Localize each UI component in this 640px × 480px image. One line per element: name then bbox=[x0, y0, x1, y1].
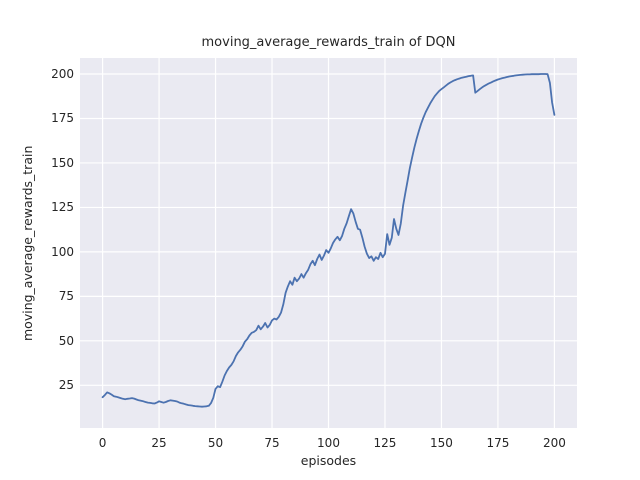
x-tick-label: 200 bbox=[542, 436, 566, 450]
x-tick-label: 150 bbox=[430, 436, 453, 450]
y-tick-label: 50 bbox=[58, 333, 74, 348]
chart-title: moving_average_rewards_train of DQN bbox=[201, 35, 456, 50]
y-tick-label: 175 bbox=[51, 111, 74, 126]
y-tick-label: 25 bbox=[58, 378, 74, 393]
x-tick-label: 0 bbox=[98, 436, 107, 450]
line-series-dqn bbox=[101, 73, 556, 408]
y-tick-label: 125 bbox=[51, 200, 74, 215]
x-tick-label: 50 bbox=[207, 436, 224, 450]
y-tick-label: 200 bbox=[51, 67, 74, 81]
x-tick-label: 25 bbox=[151, 436, 167, 450]
series-layer bbox=[101, 73, 556, 408]
x-tick-label: 125 bbox=[373, 436, 397, 450]
x-axis-label: episodes bbox=[300, 453, 357, 468]
y-tick-label: 100 bbox=[51, 244, 74, 259]
y-tick-label: 75 bbox=[58, 289, 74, 304]
x-tick-label: 75 bbox=[264, 436, 280, 450]
gridlines-layer bbox=[80, 58, 577, 428]
y-axis-label: moving_average_rewards_train bbox=[20, 145, 35, 341]
x-tick-label: 100 bbox=[317, 436, 340, 450]
x-tick-label: 175 bbox=[486, 436, 510, 450]
y-tick-label: 150 bbox=[51, 155, 74, 170]
